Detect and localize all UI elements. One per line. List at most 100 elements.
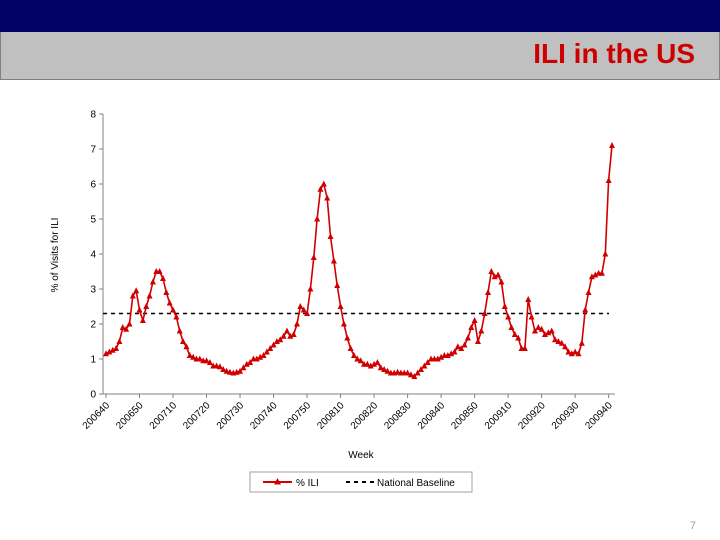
- ili-data-point: [598, 269, 605, 276]
- ili-data-point: [555, 338, 562, 344]
- ili-data-point: [267, 345, 274, 351]
- ili-data-point: [538, 325, 545, 332]
- x-tick-label: 200810: [315, 400, 347, 432]
- x-tick-label: 200720: [181, 400, 213, 432]
- legend-box: [249, 471, 473, 493]
- ili-data-point: [471, 317, 478, 323]
- legend-ili-marker: [274, 478, 281, 485]
- ili-data-point: [113, 345, 120, 351]
- x-tick-label: 200930: [550, 400, 582, 432]
- ili-data-point: [340, 320, 347, 327]
- x-axis-ticks: 200640 200650 200710 200720 200730 200740 2007…: [81, 394, 615, 432]
- ili-data-point: [136, 306, 143, 313]
- ili-data-point: [297, 303, 304, 309]
- ili-data-point: [515, 334, 522, 341]
- ili-data-point: [344, 334, 351, 341]
- ili-data-point: [350, 352, 357, 358]
- ili-data-point: [602, 250, 609, 257]
- slide-title: ILI in the US: [533, 38, 695, 69]
- ili-data-point: [468, 324, 475, 330]
- ili-data-point: [521, 345, 528, 351]
- ili-data-point: [106, 348, 113, 355]
- ili-data-point: [294, 320, 301, 327]
- ili-data-point: [159, 275, 166, 281]
- ili-data-point: [277, 336, 284, 343]
- ili-data-point: [367, 362, 374, 369]
- ili-data-point: [454, 343, 461, 350]
- ili-data-point: [371, 360, 378, 367]
- page-number: 7: [689, 520, 696, 532]
- ili-data-point: [317, 185, 324, 192]
- ili-data-point: [173, 313, 180, 320]
- ili-data-point: [481, 310, 488, 316]
- x-tick-label: 200730: [215, 400, 247, 432]
- x-tick-label: 200910: [483, 400, 515, 432]
- ili-data-point: [448, 350, 455, 357]
- ili-data-point: [119, 324, 126, 330]
- ili-data-point: [485, 289, 492, 295]
- y-tick-label: 1: [90, 355, 96, 366]
- ili-data-point: [609, 142, 615, 148]
- ili-data-point: [290, 331, 297, 337]
- ili-data-point: [511, 331, 518, 337]
- x-tick-label: 200820: [349, 400, 381, 432]
- y-axis-label: % of Visits for ILI: [50, 218, 61, 293]
- ili-data-point: [243, 360, 250, 367]
- ili-data-point: [572, 348, 579, 355]
- ili-data-point: [196, 355, 203, 362]
- ili-data-point: [451, 348, 458, 355]
- ili-data-point: [270, 341, 277, 348]
- ili-data-point: [237, 367, 244, 374]
- y-tick-label: 2: [90, 320, 96, 331]
- ili-data-point: [334, 282, 341, 288]
- ili-data-point: [320, 180, 327, 187]
- x-axis-label: Week: [348, 450, 374, 461]
- y-tick-label: 7: [90, 145, 96, 156]
- ili-data-point: [203, 357, 210, 364]
- ili-data-point: [588, 273, 595, 280]
- legend-ili-label: % ILI: [296, 478, 319, 489]
- ili-data-point: [240, 364, 247, 371]
- ili-data-point: [381, 366, 388, 372]
- ili-data-point: [568, 350, 575, 357]
- ili-data-point: [133, 287, 140, 294]
- ili-data-point: [508, 324, 515, 330]
- ili-data-point: [357, 357, 364, 364]
- y-tick-label: 0: [90, 390, 96, 401]
- header-bar: [0, 0, 720, 32]
- ili-data-point: [163, 289, 170, 295]
- y-tick-label: 8: [90, 110, 96, 121]
- ili-data-point: [552, 336, 559, 343]
- ili-data-point: [176, 327, 183, 334]
- ili-data-point: [474, 338, 481, 344]
- ili-data-point: [562, 343, 569, 350]
- ili-data-point: [283, 327, 290, 334]
- ili-data-point: [247, 359, 254, 365]
- ili-data-point: [330, 257, 337, 264]
- ili-data-point: [310, 254, 317, 260]
- ili-series: [103, 142, 615, 379]
- ili-data-point: [103, 350, 109, 357]
- ili-data-point: [548, 327, 555, 334]
- ili-data-point: [377, 364, 384, 371]
- ili-data-point: [220, 366, 227, 372]
- ili-data-point: [592, 271, 599, 278]
- y-axis-ticks: 0 1 2 3 4 5 6 7 8: [90, 110, 103, 401]
- ili-data-point: [327, 233, 334, 239]
- ili-data-point: [190, 353, 197, 360]
- ili-data-point: [478, 327, 485, 334]
- x-tick-label: 200640: [81, 400, 113, 432]
- ili-data-point: [253, 355, 260, 362]
- x-tick-label: 200710: [148, 400, 180, 432]
- y-tick-label: 4: [90, 250, 96, 261]
- ili-data-point: [300, 306, 307, 313]
- ili-data-point: [116, 338, 123, 344]
- ili-data-point: [273, 338, 280, 344]
- ili-data-point: [166, 299, 173, 306]
- ili-data-point: [404, 369, 411, 376]
- ili-data-point: [438, 353, 445, 360]
- ili-data-point: [143, 303, 150, 309]
- ili-data-point: [257, 353, 264, 360]
- ili-data-point: [498, 278, 505, 285]
- x-tick-label: 200740: [248, 400, 280, 432]
